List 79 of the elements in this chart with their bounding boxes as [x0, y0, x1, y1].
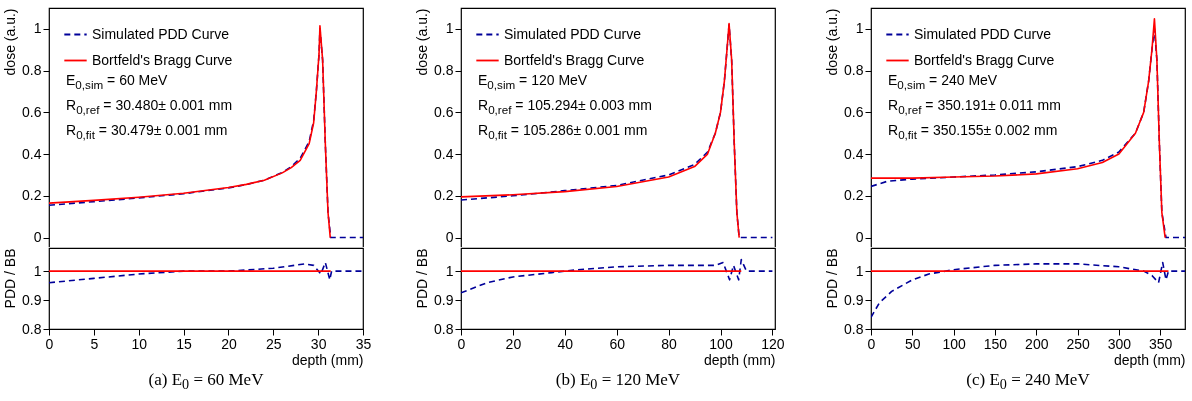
y-tick-label: 0.9 — [434, 291, 454, 308]
x-tick-label: 100 — [942, 335, 967, 352]
y-tick-label: 0.8 — [434, 320, 454, 337]
y-tick-label: 0.8 — [844, 320, 864, 337]
y-axis-title: dose (a.u.) — [2, 8, 19, 76]
x-tick-label: 200 — [1025, 335, 1049, 352]
x-tick-label: 15 — [176, 335, 193, 352]
y-tick-label: 0.6 — [844, 103, 864, 120]
y-tick-label: 0 — [445, 229, 454, 246]
y-tick-label: 1 — [445, 262, 454, 279]
y-axis-title: dose (a.u.) — [824, 8, 841, 76]
y-tick-label: 0.4 — [844, 145, 864, 162]
x-tick-label: 80 — [661, 335, 678, 352]
x-tick-label: 50 — [905, 335, 921, 352]
y-tick-label: 0.6 — [22, 103, 42, 120]
y-tick-label: 0.4 — [434, 145, 454, 162]
x-tick-label: 20 — [505, 335, 522, 352]
annotation: R$_{0,fit}$ = 105.286± 0.001 mm — [478, 120, 649, 143]
x-axis-title: depth (mm) — [703, 351, 776, 368]
annotation: R$_{0,ref}$ = 30.480± 0.001 mm — [66, 95, 233, 118]
y-tick-label: 0.2 — [22, 187, 42, 204]
y-tick-label: 0.8 — [22, 320, 42, 337]
legend-label: Simulated PDD Curve — [92, 25, 230, 42]
y-tick-label: 0.9 — [844, 291, 864, 308]
x-tick-label: 350 — [1149, 335, 1173, 352]
annotation: R$_{0,ref}$ = 350.191± 0.011 mm — [888, 95, 1061, 118]
text: (a) E$_{0}$ = 60 MeV — [147, 370, 265, 394]
x-tick-label: 300 — [1107, 335, 1132, 352]
x-tick-label: 0 — [867, 335, 876, 352]
y-axis-title: PDD / BB — [2, 248, 19, 309]
y-tick-label: 0 — [33, 229, 42, 246]
x-tick-label: 0 — [45, 335, 54, 352]
x-tick-label: 100 — [709, 335, 733, 352]
annotation: R$_{0,fit}$ = 350.155± 0.002 mm — [888, 120, 1059, 143]
y-tick-label: 1 — [445, 20, 454, 37]
legend-label: Bortfeld's Bragg Curve — [92, 51, 233, 68]
y-axis-title: PDD / BB — [824, 248, 841, 309]
legend-label: Simulated PDD Curve — [914, 25, 1052, 42]
line-series — [871, 261, 1185, 319]
legend-label: Bortfeld's Bragg Curve — [914, 51, 1055, 68]
x-axis-title: depth (mm) — [1113, 351, 1186, 368]
y-tick-label: 0.6 — [434, 103, 454, 120]
text: (c) E$_{0}$ = 240 MeV — [965, 370, 1091, 394]
x-tick-label: 120 — [761, 335, 785, 352]
annotation: E$_{0,sim}$ = 240 MeV — [888, 71, 999, 93]
annotation: E$_{0,sim}$ = 60 MeV — [66, 71, 169, 93]
y-tick-label: 0.8 — [434, 62, 454, 79]
x-tick-label: 150 — [983, 335, 1008, 352]
y-axis-title: PDD / BB — [414, 248, 431, 309]
annotation: E$_{0,sim}$ = 120 MeV — [478, 71, 589, 93]
y-tick-label: 0.8 — [844, 62, 864, 79]
y-tick-label: 0.2 — [434, 187, 454, 204]
y-tick-label: 1 — [855, 262, 864, 279]
x-tick-label: 60 — [609, 335, 626, 352]
y-tick-label: 1 — [33, 262, 42, 279]
y-tick-label: 0.2 — [844, 187, 864, 204]
annotation: R$_{0,ref}$ = 105.294± 0.003 mm — [478, 95, 652, 118]
x-tick-label: 40 — [557, 335, 574, 352]
x-tick-label: 250 — [1066, 335, 1090, 352]
y-tick-label: 0.9 — [22, 291, 42, 308]
y-tick-label: 1 — [33, 20, 42, 37]
y-tick-label: 0 — [855, 229, 864, 246]
legend-label: Simulated PDD Curve — [504, 25, 642, 42]
annotation: R$_{0,fit}$ = 30.479± 0.001 mm — [66, 120, 229, 143]
legend-label: Bortfeld's Bragg Curve — [504, 51, 645, 68]
y-tick-label: 1 — [855, 20, 864, 37]
x-tick-label: 30 — [310, 335, 327, 352]
y-tick-label: 0.8 — [22, 62, 42, 79]
x-tick-label: 0 — [457, 335, 466, 352]
text: (b) E$_{0}$ = 120 MeV — [554, 370, 682, 394]
x-tick-label: 25 — [266, 335, 282, 352]
x-tick-label: 10 — [131, 335, 148, 352]
x-tick-label: 20 — [221, 335, 237, 352]
y-tick-label: 0.4 — [22, 145, 42, 162]
x-tick-label: 35 — [355, 335, 372, 352]
line-series — [461, 258, 774, 294]
x-axis-title: depth (mm) — [291, 351, 364, 368]
y-axis-title: dose (a.u.) — [414, 8, 431, 76]
x-tick-label: 5 — [90, 335, 99, 352]
